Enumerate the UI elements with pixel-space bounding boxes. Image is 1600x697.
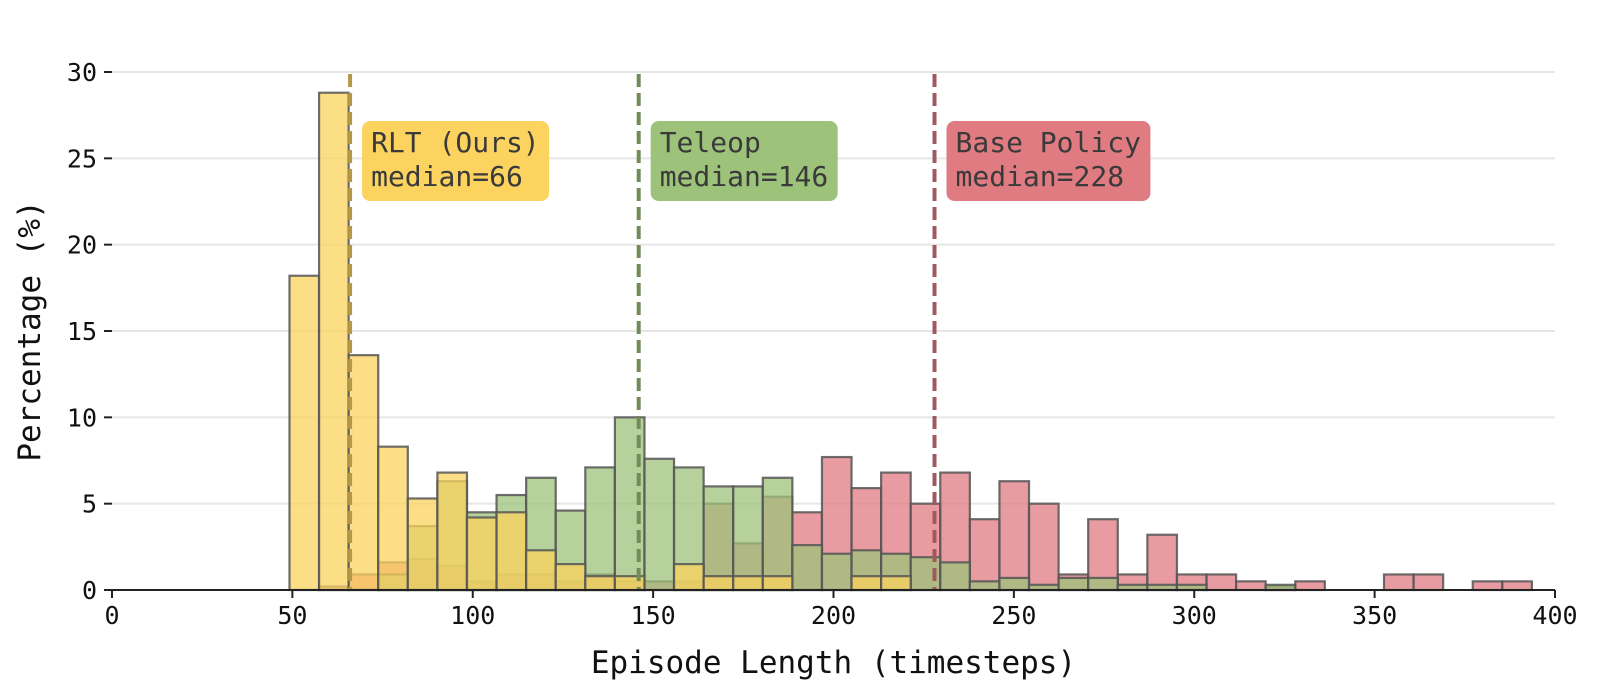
histogram-bar bbox=[820, 552, 853, 592]
x-tick-label: 0 bbox=[104, 601, 119, 630]
x-axis-title: Episode Length (timesteps) bbox=[591, 645, 1076, 681]
histogram-bar bbox=[1027, 502, 1060, 592]
median-box-value: median=66 bbox=[371, 160, 523, 193]
histogram-bar bbox=[495, 511, 528, 592]
median-box-background bbox=[650, 121, 838, 201]
histogram-bar bbox=[998, 576, 1031, 592]
y-axis-title: Percentage (%) bbox=[12, 200, 48, 461]
median-box-series-name: RLT (Ours) bbox=[371, 126, 540, 159]
histogram-bar bbox=[584, 575, 616, 592]
histogram-bar bbox=[1234, 580, 1267, 592]
median-box-rlt-ours: RLT (Ours)median=66 bbox=[362, 121, 550, 201]
y-tick-label: 15 bbox=[67, 317, 97, 346]
histogram-bar bbox=[1412, 573, 1445, 592]
histogram-bar bbox=[377, 445, 409, 592]
histogram-bar bbox=[732, 485, 764, 592]
histogram-bar bbox=[998, 480, 1031, 592]
y-tick-label: 5 bbox=[82, 490, 97, 519]
histogram-bar bbox=[643, 457, 676, 592]
histogram-bar bbox=[850, 575, 883, 592]
axes: 0 50 100 150 200 250 300 350 400 0 5 10 15 20 25 30 bbox=[67, 58, 1578, 630]
histogram-bar bbox=[288, 274, 321, 592]
median-box-background bbox=[946, 121, 1151, 201]
x-tick-label: 50 bbox=[277, 601, 307, 630]
y-tick-label: 30 bbox=[67, 58, 97, 87]
histogram-bar bbox=[1146, 533, 1179, 592]
histogram-bar bbox=[1205, 573, 1238, 592]
histogram-bar bbox=[1501, 580, 1534, 592]
x-tick-label: 250 bbox=[991, 601, 1036, 630]
histogram-bar bbox=[702, 485, 735, 592]
histogram-bar bbox=[732, 575, 764, 592]
histogram-bar bbox=[525, 549, 557, 592]
histogram-bar bbox=[465, 516, 498, 592]
median-box-background bbox=[362, 121, 550, 201]
median-box-series-name: Teleop bbox=[660, 126, 761, 159]
x-tick-label: 150 bbox=[631, 601, 676, 630]
histogram-bar bbox=[672, 562, 705, 592]
histogram-bar bbox=[968, 580, 1001, 592]
x-tick-label: 300 bbox=[1172, 601, 1217, 630]
y-tick-label: 25 bbox=[67, 144, 97, 173]
histogram-bar bbox=[880, 575, 912, 592]
histogram-bar bbox=[406, 497, 439, 592]
histogram-bar bbox=[1294, 580, 1326, 592]
histogram-bar bbox=[347, 354, 380, 592]
histogram-bar bbox=[791, 544, 824, 592]
histogram-bar bbox=[702, 575, 735, 592]
histogram-bar bbox=[317, 91, 350, 592]
histogram-bar bbox=[1057, 576, 1090, 592]
histogram-bar bbox=[761, 476, 794, 592]
histogram-bar bbox=[1087, 576, 1119, 592]
histogram-bar bbox=[436, 471, 469, 592]
histogram-bar bbox=[968, 518, 1001, 592]
histogram-bar bbox=[554, 562, 587, 592]
x-tick-label: 100 bbox=[450, 601, 495, 630]
median-box-value: median=228 bbox=[956, 160, 1125, 193]
median-box-value: median=146 bbox=[660, 160, 829, 193]
y-tick-label: 10 bbox=[67, 403, 97, 432]
x-tick-label: 200 bbox=[811, 601, 856, 630]
x-tick-label: 350 bbox=[1352, 601, 1397, 630]
y-tick-label: 0 bbox=[82, 576, 97, 605]
series-rlt-ours bbox=[288, 91, 912, 592]
median-box-series-name: Base Policy bbox=[956, 126, 1141, 159]
x-tick-label: 400 bbox=[1532, 601, 1577, 630]
y-tick-label: 20 bbox=[67, 231, 97, 260]
histogram-bar bbox=[1382, 573, 1415, 592]
histogram-bars bbox=[288, 91, 1534, 592]
histogram-bar bbox=[939, 561, 971, 592]
histogram-bar bbox=[584, 466, 616, 592]
median-lines bbox=[348, 74, 937, 590]
histogram-bar bbox=[761, 575, 794, 592]
histogram-bar bbox=[1471, 580, 1504, 592]
